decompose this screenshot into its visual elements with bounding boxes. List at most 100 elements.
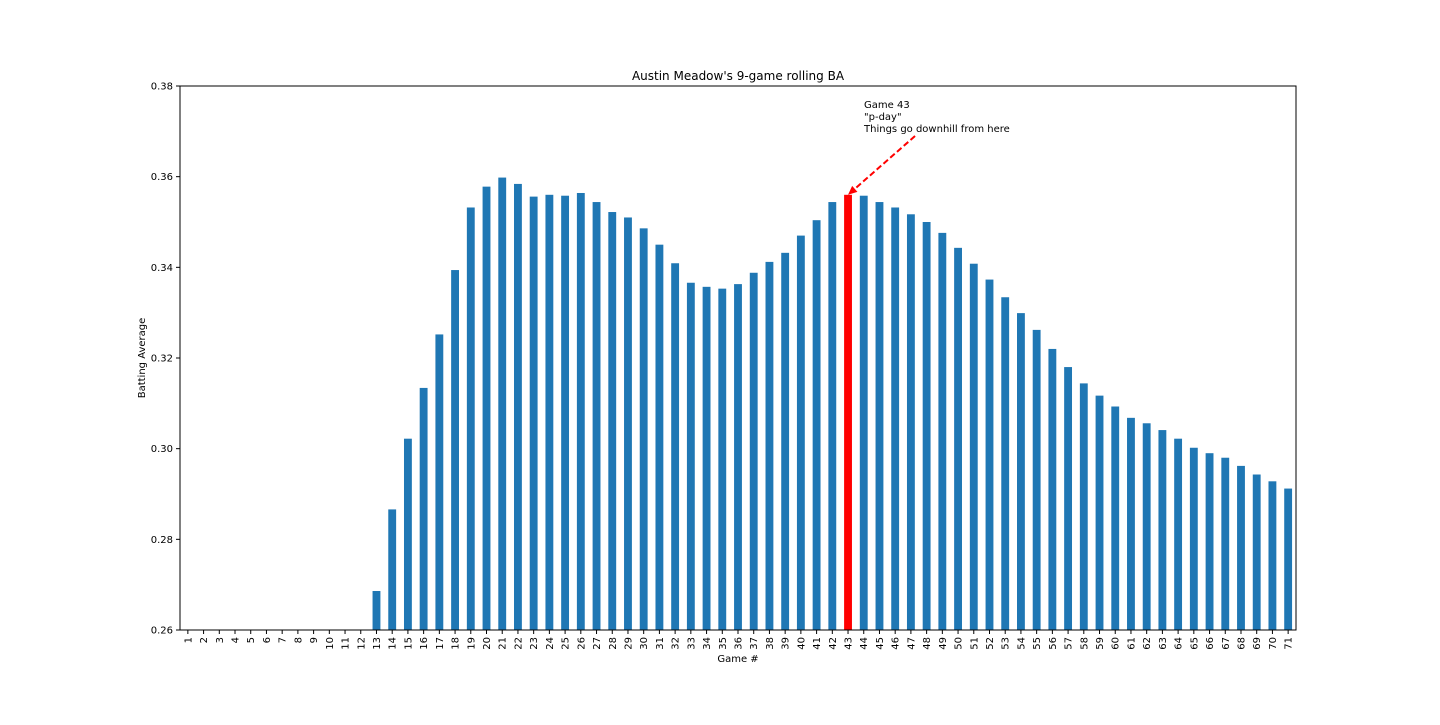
x-tick-label: 47 (906, 637, 917, 650)
y-tick-label: 0.30 (151, 444, 173, 455)
bar (514, 183, 522, 631)
y-tick-label: 0.36 (151, 172, 173, 183)
x-tick-label: 6 (262, 637, 273, 643)
x-tick-label: 4 (231, 637, 242, 643)
x-tick-label: 8 (293, 637, 304, 643)
highlighted-bar (844, 194, 852, 631)
x-tick-label: 67 (1221, 637, 1232, 650)
bar (1079, 383, 1088, 630)
x-tick-label: 62 (1142, 637, 1153, 650)
x-tick-label: 64 (1174, 637, 1185, 650)
x-tick-label: 21 (498, 637, 509, 650)
x-tick-label: 58 (1079, 637, 1090, 650)
x-tick-label: 49 (938, 637, 949, 650)
annotation-arrow (854, 135, 916, 190)
x-tick-label: 11 (341, 637, 352, 650)
annotation-line: "p-day" (864, 112, 902, 123)
x-tick-label: 23 (529, 637, 540, 650)
bar (1205, 453, 1214, 630)
x-tick-label: 17 (435, 637, 446, 650)
x-tick-label: 30 (639, 637, 650, 650)
y-tick-label: 0.34 (151, 263, 173, 274)
bar (1001, 297, 1010, 630)
x-tick-label: 9 (309, 637, 320, 643)
bar (1189, 447, 1198, 630)
x-tick-label: 24 (545, 637, 556, 650)
bar (765, 261, 774, 630)
x-tick-label: 35 (718, 637, 729, 650)
x-axis-title: Game # (717, 654, 758, 665)
x-tick-label: 37 (749, 637, 760, 650)
x-tick-label: 16 (419, 637, 430, 650)
y-tick-label: 0.38 (151, 82, 173, 93)
bar (545, 194, 554, 631)
bar (1237, 465, 1245, 630)
bar (403, 438, 412, 630)
x-tick-label: 39 (781, 637, 792, 650)
bar (419, 387, 428, 630)
x-tick-label: 33 (686, 637, 697, 650)
x-tick-label: 25 (561, 637, 572, 650)
bar (608, 212, 617, 630)
x-tick-label: 41 (812, 637, 823, 650)
bar (1048, 348, 1057, 630)
y-tick-label: 0.28 (151, 535, 173, 546)
x-tick-label: 29 (623, 637, 634, 650)
x-tick-label: 70 (1268, 637, 1279, 650)
x-tick-label: 15 (403, 637, 414, 650)
x-tick-label: 10 (325, 637, 336, 650)
y-tick-label: 0.32 (151, 354, 173, 365)
bar (828, 202, 837, 631)
bar (451, 270, 459, 630)
x-tick-label: 48 (922, 637, 933, 650)
x-tick-label: 13 (372, 637, 383, 650)
x-tick-label: 52 (985, 637, 996, 650)
bar (749, 272, 758, 630)
y-tick-label: 0.26 (151, 626, 173, 637)
x-tick-label: 32 (671, 637, 682, 650)
x-tick-label: 54 (1016, 637, 1027, 650)
x-tick-label: 26 (576, 637, 587, 650)
x-tick-label: 71 (1284, 637, 1295, 650)
x-tick-label: 45 (875, 637, 886, 650)
bar (686, 282, 695, 630)
x-axis: 1 2 3 4 5 6 7 8 9 10 11 12 13 14 15 16 17 18 19 20 21 22 23 24 2… (183, 630, 1295, 650)
x-tick-label: 61 (1126, 637, 1137, 650)
bar (891, 207, 900, 631)
bar (576, 192, 585, 631)
bar (718, 288, 727, 630)
x-tick-label: 34 (702, 637, 713, 650)
x-tick-label: 57 (1064, 637, 1075, 650)
x-tick-label: 42 (828, 637, 839, 650)
x-tick-label: 2 (199, 637, 210, 643)
bar (1095, 395, 1104, 630)
x-tick-label: 46 (891, 637, 902, 650)
x-tick-label: 22 (513, 637, 524, 650)
y-axis-title: Batting Average (137, 318, 148, 399)
bar (639, 228, 648, 630)
bar (1142, 423, 1151, 630)
x-tick-label: 63 (1158, 637, 1169, 650)
bar (1127, 417, 1135, 630)
annotation-line: Game 43 (864, 100, 910, 111)
bar (482, 186, 491, 630)
bar (906, 214, 915, 631)
bars-layer (372, 177, 1293, 631)
x-tick-label: 28 (608, 637, 619, 650)
x-tick-label: 60 (1111, 637, 1122, 650)
bar (655, 244, 664, 631)
x-tick-label: 55 (1032, 637, 1043, 650)
bar (466, 207, 475, 631)
bar (388, 509, 397, 630)
x-tick-label: 38 (765, 637, 776, 650)
bar (1017, 313, 1025, 630)
bar (592, 202, 601, 631)
x-tick-label: 36 (734, 637, 745, 650)
bar (969, 263, 978, 630)
x-tick-label: 44 (859, 637, 870, 650)
y-axis: 0.26 0.28 0.30 0.32 0.34 0.36 0.38 (151, 82, 180, 637)
x-tick-label: 31 (655, 637, 666, 650)
bar (954, 247, 962, 630)
